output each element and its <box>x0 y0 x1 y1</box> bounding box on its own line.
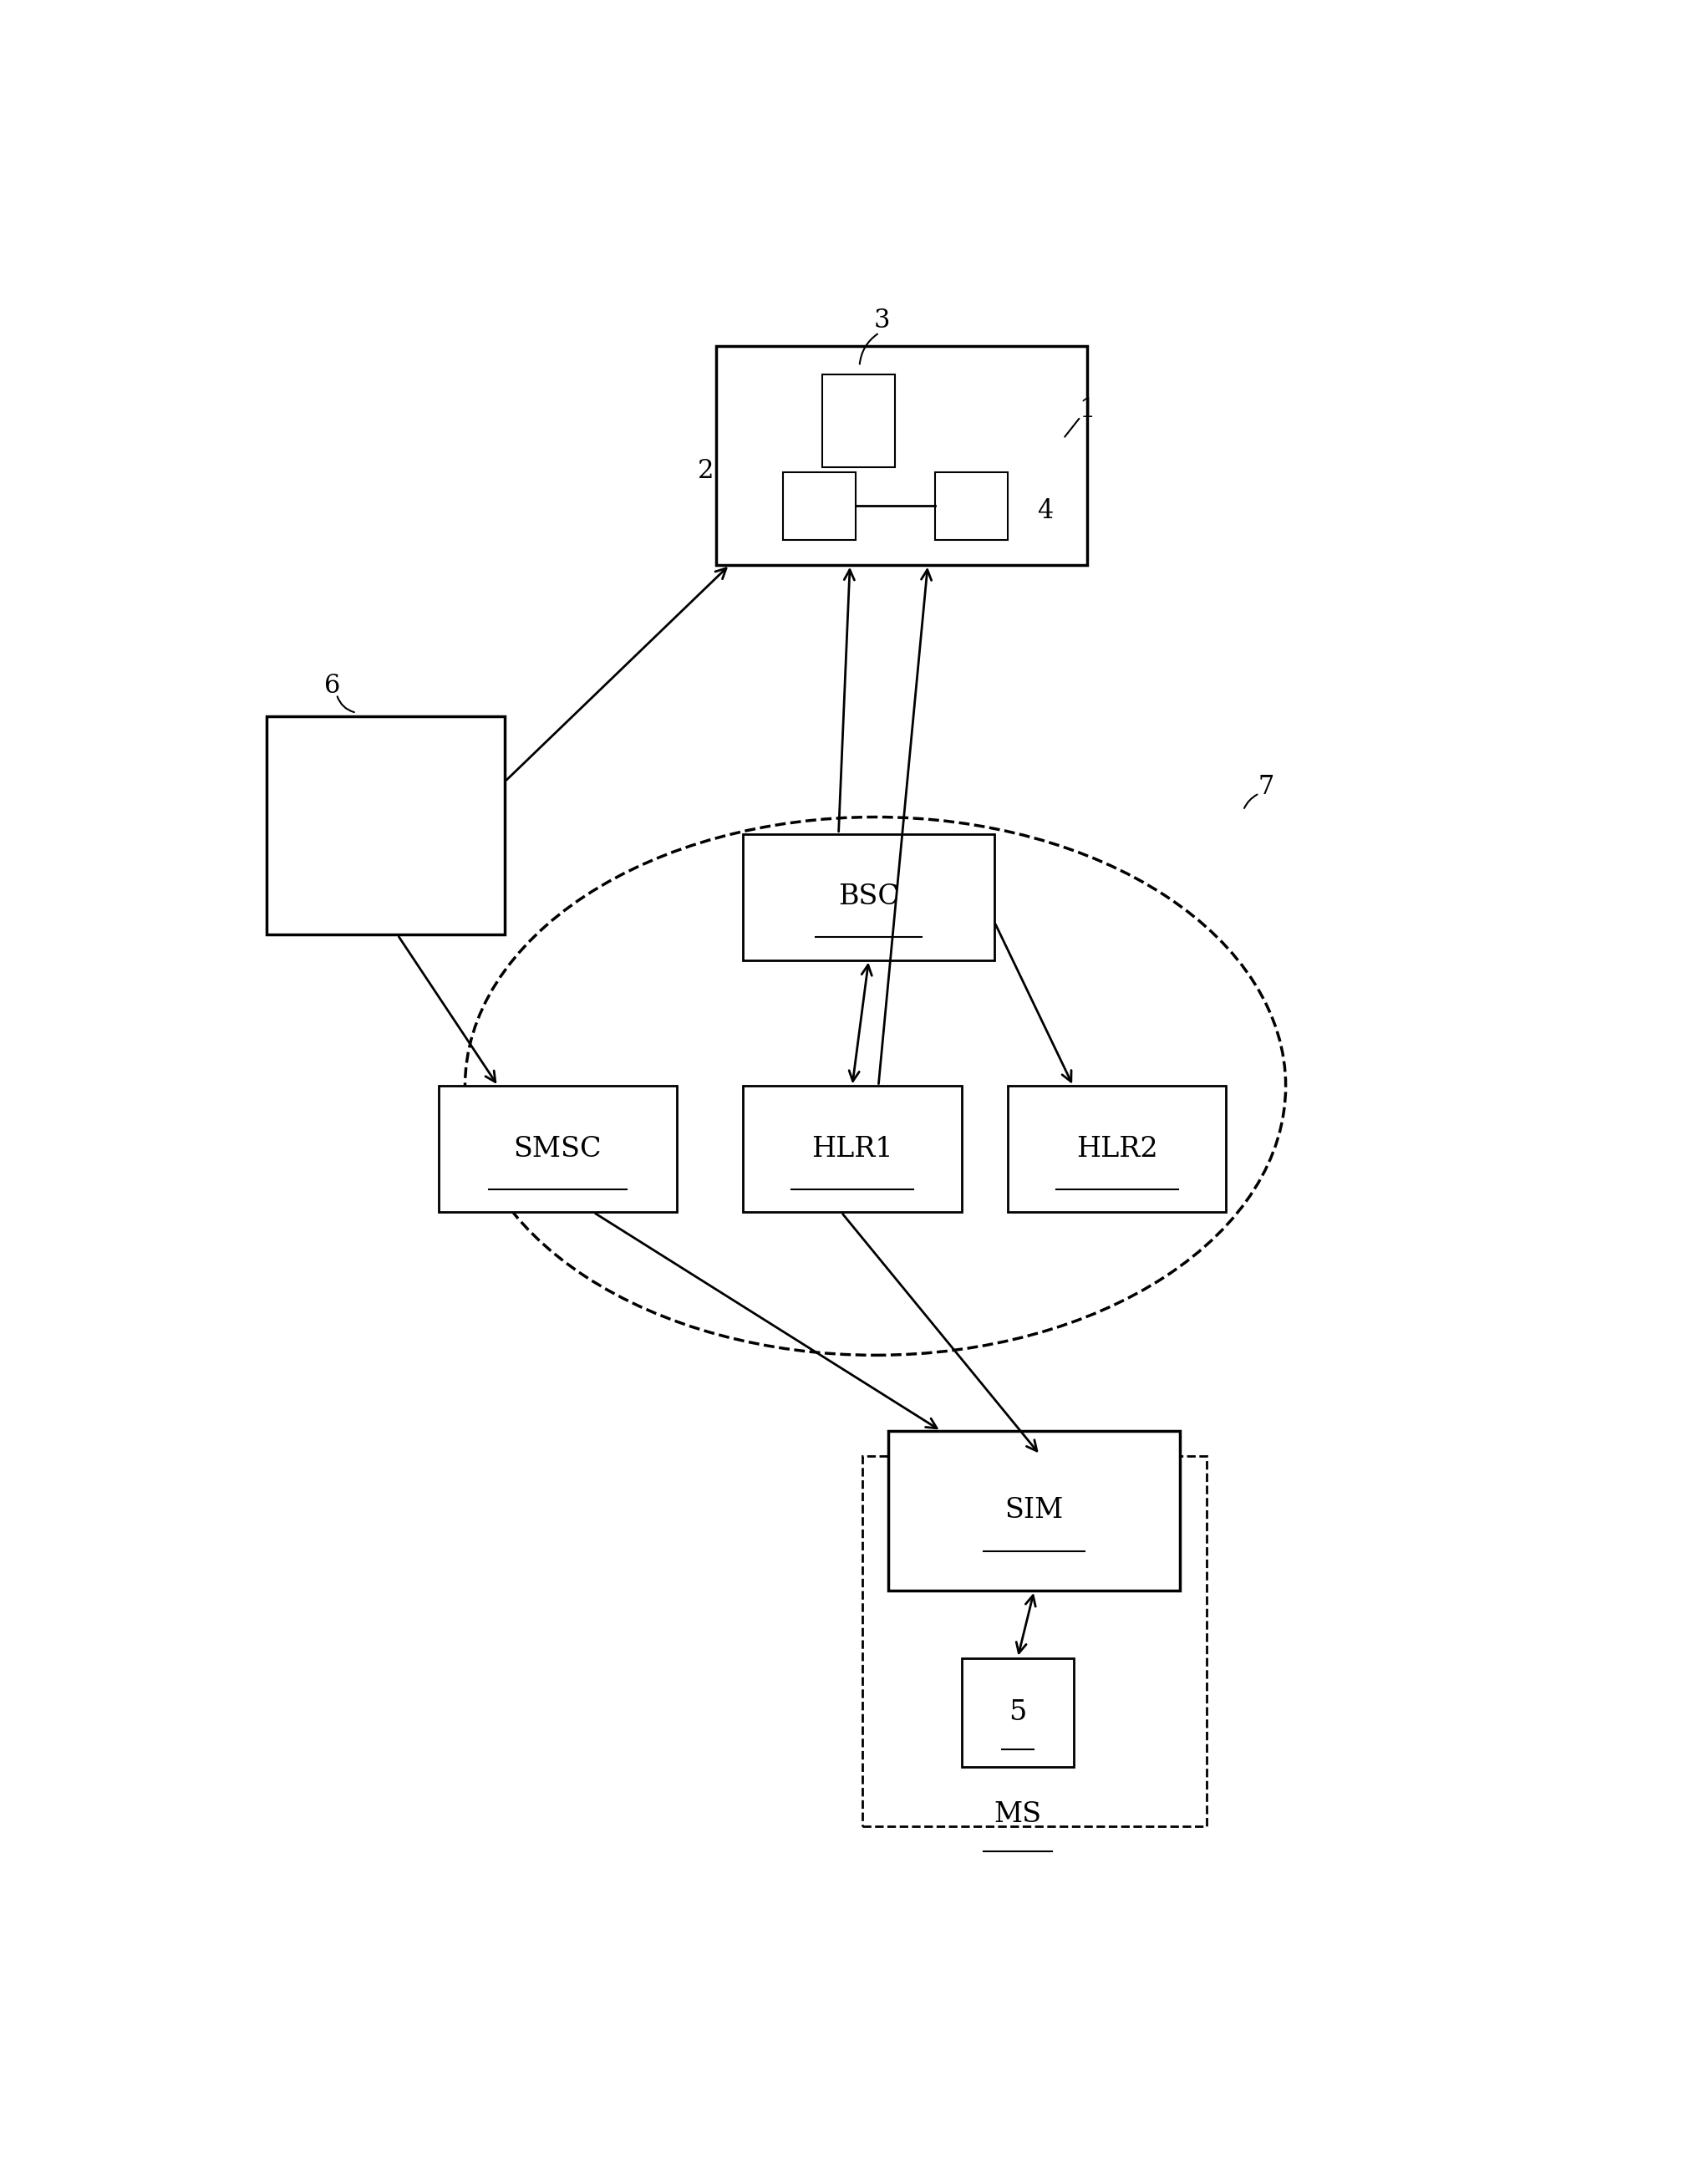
FancyBboxPatch shape <box>962 1658 1074 1767</box>
FancyBboxPatch shape <box>266 716 506 935</box>
Text: BSC: BSC <box>839 885 898 911</box>
Text: HLR1: HLR1 <box>811 1136 893 1162</box>
Text: 3: 3 <box>874 308 890 334</box>
Text: MS: MS <box>994 1802 1042 1828</box>
Text: 7: 7 <box>1257 773 1274 799</box>
FancyBboxPatch shape <box>717 345 1086 566</box>
Text: 6: 6 <box>325 673 340 699</box>
Text: 2: 2 <box>699 459 714 483</box>
Text: SMSC: SMSC <box>514 1136 601 1162</box>
Text: 1: 1 <box>1079 397 1095 424</box>
Text: 5: 5 <box>1009 1699 1027 1725</box>
Text: SIM: SIM <box>1004 1498 1064 1524</box>
FancyBboxPatch shape <box>439 1085 676 1212</box>
FancyBboxPatch shape <box>782 472 856 539</box>
FancyBboxPatch shape <box>863 1457 1206 1826</box>
FancyBboxPatch shape <box>743 1085 962 1212</box>
FancyBboxPatch shape <box>888 1431 1180 1590</box>
FancyBboxPatch shape <box>743 834 994 961</box>
FancyBboxPatch shape <box>1008 1085 1226 1212</box>
Text: HLR2: HLR2 <box>1076 1136 1158 1162</box>
FancyBboxPatch shape <box>934 472 1008 539</box>
FancyBboxPatch shape <box>823 376 895 467</box>
Text: 4: 4 <box>1037 498 1052 524</box>
